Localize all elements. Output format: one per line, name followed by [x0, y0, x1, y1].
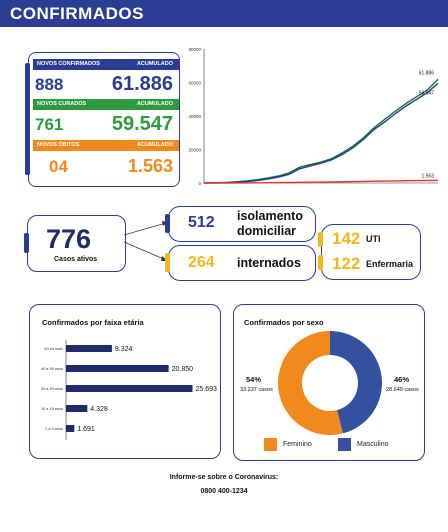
cumulative-line-chart: 80000 60000 40000 20000 0 61.886 59.547 1.563: [180, 40, 442, 190]
page-title: CONFIRMADOS: [10, 4, 144, 23]
stats-accent-bar: [25, 63, 30, 175]
active-accent-bar: [24, 233, 29, 253]
sex-donut-svg: 54% 33.237 casos 46% 28.649 casos: [240, 331, 419, 435]
donut-cases-feminino: 33.237 casos: [240, 387, 273, 393]
sex-chart-title: Confirmados por sexo: [244, 318, 324, 327]
line-series-1: [203, 82, 439, 184]
donut-pct-masculino: 46%: [394, 375, 409, 384]
hospitalized-pill: 264 internados: [165, 245, 316, 281]
recovered-acc-label: ACUMULADO: [136, 101, 173, 107]
bar-value-1: 20.850: [172, 366, 194, 373]
bar-value-4: 1.691: [77, 426, 95, 433]
line-y-tick-0: 80000: [188, 47, 201, 52]
hospital-breakdown-card: 142 UTI 122 Enfermaria: [318, 224, 421, 280]
confirmed-band: NOVOS CONFIRMADOS ACUMULADO: [33, 59, 179, 70]
age-bar-svg: 60 ou mais 9.324 40 a 59 anos 20.850 20 a 39…: [41, 340, 217, 440]
line-chart-svg: 80000 60000 40000 20000 0 61.886 59.547 1.563: [188, 47, 439, 186]
bar-category-4: 0 a 9 anos: [45, 427, 63, 431]
active-number: 776: [46, 224, 92, 254]
deaths-acc-label: ACUMULADO: [136, 142, 173, 148]
bar-value-3: 4.328: [90, 406, 108, 413]
hospital-accent-bar: [165, 253, 170, 272]
line-y-tick-4: 0: [198, 181, 201, 186]
arrow-to-isolation: [124, 222, 167, 236]
bar-3: [66, 405, 88, 412]
line-y-tick-2: 40000: [188, 114, 201, 119]
uti-number: 142: [332, 229, 361, 248]
bar-category-2: 20 a 39 anos: [41, 387, 63, 391]
recovered-label: NOVOS CURADOS: [37, 101, 87, 107]
header-bar: CONFIRMADOS: [0, 0, 448, 27]
legend-masculino-label: Masculino: [357, 441, 389, 448]
active-label: Casos ativos: [54, 256, 98, 263]
recovered-total: 59.547: [111, 113, 173, 135]
confirmed-acc-label: ACUMULADO: [136, 61, 173, 67]
line-end-label-0: 61.886: [419, 70, 435, 76]
line-end-label-2: 1.563: [421, 173, 434, 179]
deaths-total: 1.563: [127, 156, 173, 176]
uti-text: UTI: [366, 234, 381, 244]
donut-pct-feminino: 54%: [246, 375, 261, 384]
deaths-new: 04: [49, 157, 68, 176]
bar-category-0: 60 ou mais: [44, 347, 63, 351]
donut-slice-feminino: [278, 331, 343, 435]
enfermaria-text: Enfermaria: [366, 259, 414, 269]
confirmed-total: 61.886: [111, 73, 173, 95]
footer-phone[interactable]: 0800 400-1234: [200, 488, 248, 495]
recovered-new: 761: [35, 115, 64, 134]
line-y-tick-3: 20000: [188, 148, 201, 153]
hospital-text: internados: [237, 256, 301, 270]
recovered-band: NOVOS CURADOS ACUMULADO: [33, 99, 179, 110]
line-series-2: [204, 179, 439, 184]
enfermaria-number: 122: [332, 254, 361, 273]
line-y-tick-1: 60000: [188, 81, 201, 86]
deaths-label: NOVOS ÓBITOS: [37, 142, 80, 148]
donut-slice-masculino: [330, 331, 382, 434]
legend-masculino-swatch: [338, 438, 351, 451]
bar-category-3: 10 a 19 anos: [41, 407, 63, 411]
active-cases-card: 776 Casos ativos: [24, 215, 126, 272]
bar-0: [66, 345, 112, 352]
confirmed-label: NOVOS CONFIRMADOS: [37, 61, 100, 67]
line-series-0: [203, 78, 439, 184]
age-chart-title: Confirmados por faixa etária: [42, 318, 144, 327]
bar-4: [66, 425, 75, 432]
line-end-label-1: 59.547: [419, 90, 435, 96]
donut-cases-masculino: 28.649 casos: [386, 387, 419, 393]
stats-card: NOVOS CONFIRMADOS ACUMULADO 888 61.886 N…: [25, 52, 180, 187]
enfermaria-accent-bar: [318, 255, 323, 270]
sex-chart-card: Confirmados por sexo 54% 33.237 casos 46% 2…: [233, 304, 425, 461]
isolation-accent-bar: [165, 214, 170, 233]
isolation-pill: 512 isolamento domiciliar: [165, 206, 316, 242]
footer-info: Informe-se sobre o Coronavírus:: [169, 474, 279, 481]
deaths-band: NOVOS ÓBITOS ACUMULADO: [33, 140, 179, 151]
uti-accent-bar: [318, 232, 323, 247]
isolation-number: 512: [188, 214, 215, 231]
bar-1: [66, 365, 169, 372]
legend-feminino-swatch: [264, 438, 277, 451]
bar-2: [66, 385, 193, 392]
bar-value-0: 9.324: [115, 346, 133, 353]
hospital-number: 264: [188, 254, 215, 271]
arrow-to-hospital: [124, 241, 167, 261]
confirmed-new: 888: [35, 75, 64, 94]
bar-category-1: 40 a 59 anos: [41, 367, 63, 371]
bar-value-2: 25.693: [195, 386, 217, 393]
age-chart-card: Confirmados por faixa etária 60 ou mais 9…: [29, 304, 221, 459]
isolation-text: isolamento domiciliar: [237, 209, 303, 238]
legend-feminino-label: Feminino: [283, 441, 312, 448]
